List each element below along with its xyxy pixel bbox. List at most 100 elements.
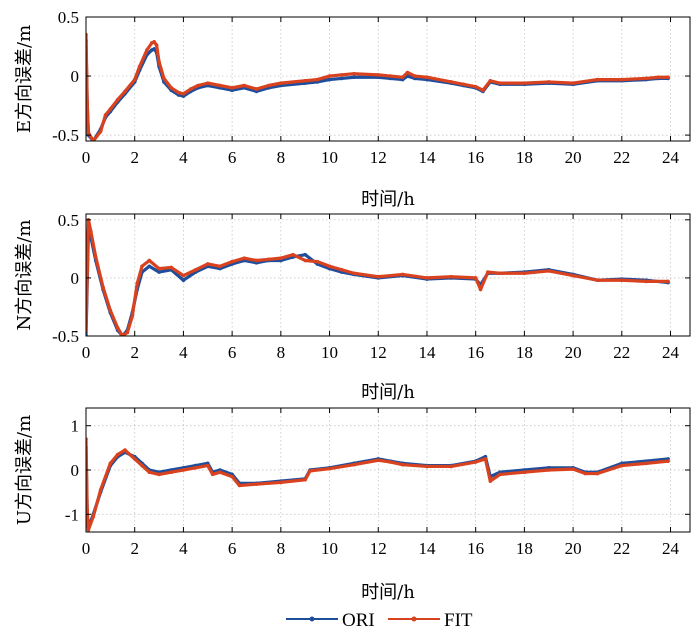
- y-axis-label: N方向误差/m: [14, 220, 35, 331]
- data-point-fit: [449, 80, 454, 84]
- x-tick-label: 16: [467, 343, 484, 362]
- legend: ORI FIT: [286, 610, 473, 631]
- x-tick-label: 6: [228, 343, 237, 362]
- data-point-fit: [279, 81, 283, 85]
- data-point-fit: [483, 457, 488, 461]
- data-point-fit: [98, 129, 103, 134]
- data-point-fit: [98, 488, 103, 492]
- data-point-fit: [473, 84, 478, 89]
- legend-fit-label: FIT: [444, 610, 473, 631]
- x-tick-label: 0: [82, 343, 91, 362]
- data-point-fit: [108, 308, 113, 313]
- x-tick-label: 20: [565, 148, 582, 167]
- data-point-fit: [108, 107, 113, 111]
- data-point-fit: [546, 269, 551, 273]
- data-point-fit: [93, 255, 98, 259]
- data-point-fit: [400, 462, 405, 467]
- data-point-fit: [449, 274, 454, 279]
- data-point-ori: [303, 252, 307, 257]
- data-point-ori: [152, 47, 156, 51]
- x-tick-label: 2: [130, 539, 139, 558]
- data-point-fit: [481, 88, 485, 93]
- data-point-fit: [140, 264, 144, 269]
- plot-frame: [85, 213, 691, 337]
- series-fit: [86, 437, 670, 532]
- data-point-ori: [181, 278, 186, 283]
- data-point-fit: [89, 229, 93, 234]
- data-point-fit: [123, 89, 127, 94]
- x-tick-label: 10: [321, 148, 338, 167]
- data-point-fit: [242, 256, 247, 260]
- data-point-fit: [488, 479, 493, 483]
- legend-ori-marker: [309, 616, 315, 622]
- data-point-fit: [169, 86, 174, 90]
- x-tick-label: 0: [82, 539, 91, 558]
- data-point-fit: [181, 91, 186, 96]
- x-tick-label: 22: [613, 343, 630, 362]
- data-point-ori: [339, 76, 344, 81]
- data-point-fit: [339, 267, 344, 272]
- data-point-fit: [132, 457, 137, 461]
- data-point-fit: [620, 77, 624, 82]
- y-tick-label: 0: [71, 461, 80, 480]
- data-point-fit: [242, 83, 247, 88]
- x-tick-label: 10: [321, 539, 338, 558]
- data-point-fit: [498, 81, 502, 85]
- x-tick-label: 18: [516, 343, 533, 362]
- data-point-fit: [152, 40, 156, 44]
- data-point-fit: [449, 464, 454, 469]
- data-point-fit: [666, 279, 670, 284]
- x-tick-label: 4: [179, 539, 188, 558]
- data-point-fit: [91, 514, 96, 519]
- data-point-fit: [279, 480, 283, 485]
- x-tick-label: 24: [662, 539, 680, 558]
- data-point-fit: [115, 452, 120, 457]
- data-point-fit: [571, 81, 575, 85]
- x-tick-label: 18: [516, 148, 533, 167]
- data-point-fit: [145, 48, 149, 52]
- data-point-fit: [352, 71, 356, 76]
- data-point-fit: [400, 75, 405, 80]
- plot-frame: [85, 16, 691, 142]
- data-point-fit: [425, 276, 429, 280]
- y-tick-label: -1: [65, 505, 79, 524]
- data-point-fit: [101, 285, 105, 290]
- data-point-fit: [157, 472, 161, 477]
- data-point-fit: [522, 81, 527, 85]
- y-tick-label: 0.5: [58, 211, 79, 230]
- y-axis-label: E方向误差/m: [14, 25, 35, 133]
- data-point-fit: [571, 467, 575, 471]
- data-point-fit: [546, 80, 551, 84]
- data-point-fit: [254, 87, 259, 91]
- data-point-fit: [666, 459, 670, 463]
- data-point-fit: [583, 471, 588, 476]
- x-axis-label: 时间/h: [361, 189, 415, 210]
- data-point-fit: [103, 113, 108, 117]
- x-tick-label: 4: [179, 148, 188, 167]
- data-point-fit: [196, 83, 200, 88]
- data-point-fit: [115, 326, 120, 330]
- data-point-fit: [425, 464, 429, 469]
- data-point-fit: [162, 76, 166, 81]
- data-point-fit: [376, 458, 381, 463]
- data-point-fit: [486, 270, 490, 274]
- x-tick-label: 8: [277, 343, 286, 362]
- data-point-fit: [478, 287, 483, 292]
- legend-ori-label: ORI: [342, 610, 375, 631]
- x-axis-label: 时间/h: [361, 582, 415, 603]
- legend-fit-marker: [411, 616, 417, 622]
- data-point-fit: [473, 460, 478, 464]
- data-point-fit: [425, 75, 429, 80]
- data-point-fit: [86, 508, 90, 512]
- data-point-fit: [303, 477, 307, 482]
- data-point-fit: [522, 271, 527, 276]
- data-point-fit: [412, 74, 417, 78]
- x-tick-label: 0: [82, 148, 91, 167]
- data-point-fit: [388, 74, 393, 78]
- data-point-fit: [498, 271, 502, 276]
- data-point-fit: [327, 264, 332, 269]
- y-tick-label: -0.5: [52, 126, 79, 145]
- x-tick-label: 6: [228, 539, 237, 558]
